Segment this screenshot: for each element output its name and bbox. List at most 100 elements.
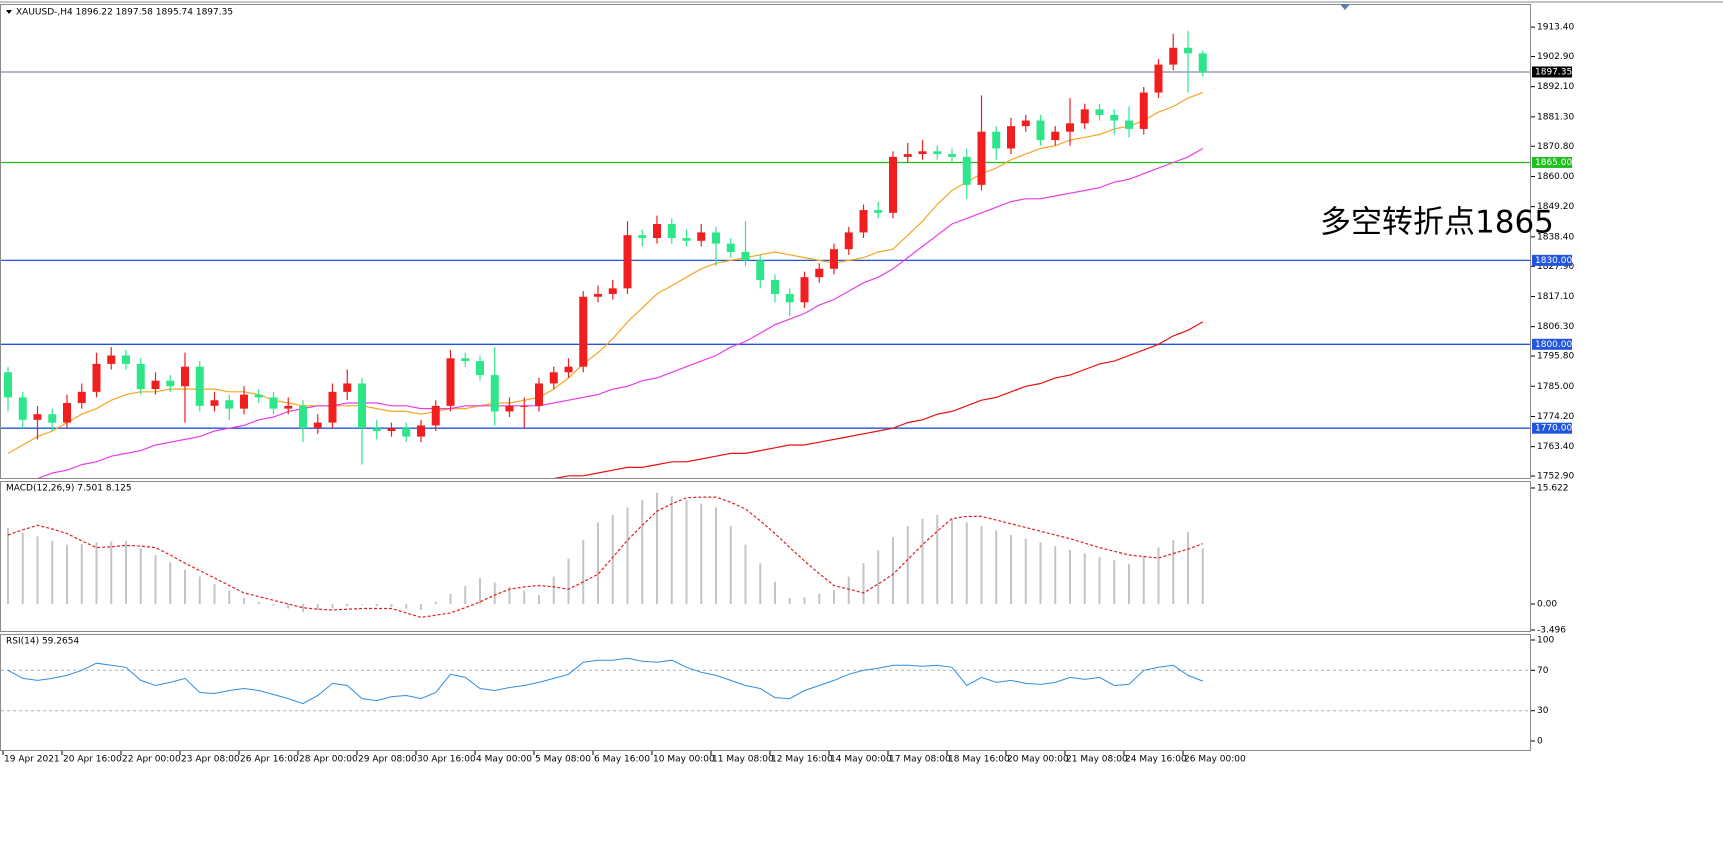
candle-body [254,394,263,398]
macd-bar [80,543,83,605]
level-box [1532,338,1572,350]
macd-bar [523,590,526,605]
candle-body [151,380,160,390]
macd-bar [774,581,776,605]
x-tick-label: 17 May 08:00 [889,755,951,765]
y-tick-label: 0 [1537,737,1543,747]
macd-bar [1024,538,1027,605]
macd-bar [95,542,98,605]
y-tick-label: 1902.90 [1537,52,1574,62]
macd-bar [243,598,245,605]
y-tick-label: 1785.00 [1537,382,1574,392]
x-tick-label: 4 May 00:00 [476,755,532,765]
candle-body [564,366,573,373]
y-tick-label: 30 [1537,706,1549,716]
candle-body [122,355,130,364]
level-label: 1770.00 [1535,424,1572,434]
macd-pane [0,481,1531,632]
macd-bar [139,548,142,605]
candle-body [741,251,750,261]
macd-bar [316,604,319,610]
macd-bar [375,604,378,607]
candle-body [476,361,484,376]
y-tick-label: 1870.80 [1537,142,1574,152]
candle-body [1051,131,1060,141]
candle-body [535,383,543,406]
candle-body [431,405,440,426]
macd-bar [759,563,762,605]
macd-bar [847,576,850,605]
x-tick-label: 29 Apr 08:00 [358,755,417,765]
macd-bar [213,583,216,605]
macd-bar [1010,534,1012,605]
macd-bar [729,526,732,605]
candle-body [992,131,1001,149]
macd-bar [538,595,540,605]
macd-bar [21,532,24,605]
x-tick-label: 22 Apr 00:00 [122,755,181,765]
candle-body [800,277,809,303]
macd-bar [110,541,113,605]
candle-body [402,428,411,437]
macd-bar [434,601,437,605]
y-tick-label: 1838.40 [1537,232,1574,242]
macd-bar [715,507,717,605]
candle-body [1169,47,1178,65]
x-tick-label: 18 May 16:00 [948,755,1010,765]
level-label: 1800.00 [1535,340,1572,350]
macd-bar [508,586,511,605]
macd-bar [892,537,894,605]
macd-bar [552,576,555,605]
candle-body [269,397,278,409]
candle-body [608,288,617,294]
x-tick-label: 10 May 00:00 [653,755,715,765]
macd-bar [257,601,260,605]
x-tick-label: 19 Apr 2021 [4,755,60,765]
candle-body [638,235,647,239]
x-tick-label: 21 May 08:00 [1066,755,1128,765]
moving-average [7,92,1204,454]
macd-bar [1113,560,1116,605]
x-tick-label: 6 May 16:00 [594,755,650,765]
candle-body [166,380,175,387]
rsi-line [7,657,1203,705]
macd-bar [803,597,806,605]
candle-body [1007,126,1015,149]
candle-body [726,243,735,252]
macd-signal [7,496,1204,619]
x-tick-label: 30 Apr 16:00 [417,755,476,765]
candle-body [948,154,956,157]
macd-bar [656,492,658,605]
candle-body [1154,64,1163,93]
shift-marker [1340,4,1350,10]
candle-body [889,156,897,213]
candle-body [225,400,234,409]
candle-body [579,296,588,367]
macd-bar [611,514,614,605]
macd-bar [833,589,835,605]
y-tick-label: -3.496 [1537,626,1566,636]
candle-body [874,210,883,213]
macd-bar [626,507,629,605]
y-tick-label: 1763.40 [1537,442,1574,452]
level-box [1532,422,1572,434]
candle-body [136,363,145,390]
rsi-plot [1,657,1530,712]
y-tick-label: 1795.80 [1537,352,1574,362]
macd-bar [493,582,496,605]
candle-body [33,414,42,420]
annotation: 多空转折点1865 [1320,205,1554,241]
macd-bar [346,604,349,607]
candle-body [771,279,779,294]
macd-bar [744,544,747,605]
macd-bar [125,540,127,605]
candle-body [1066,123,1074,132]
macd-bar [464,586,467,605]
candle-body [1198,53,1207,72]
macd-bar [965,522,968,605]
candle-body [446,358,455,406]
candle-body [195,366,204,406]
macd-bar [1098,557,1101,605]
candle-body [977,131,986,185]
